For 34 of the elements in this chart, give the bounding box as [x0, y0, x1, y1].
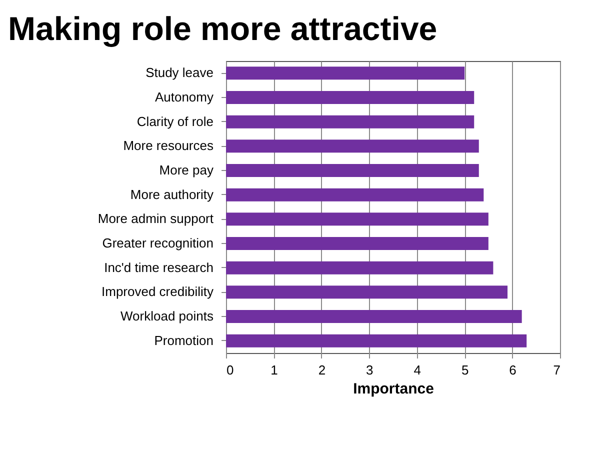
- y-tick-label: More pay: [159, 162, 214, 178]
- x-tick-label: 7: [553, 362, 560, 378]
- y-tick-label: Promotion: [154, 332, 214, 348]
- bar: [226, 310, 522, 323]
- x-tick-label: 6: [509, 362, 516, 378]
- y-tick-label: Improved credibility: [102, 284, 214, 300]
- x-tick-label: 2: [318, 362, 326, 378]
- bar: [226, 140, 479, 153]
- y-tick-label: Clarity of role: [136, 114, 214, 129]
- chart-title: Making role more attractive: [8, 10, 438, 47]
- x-tick-label: 3: [366, 362, 374, 378]
- bar: [226, 164, 479, 177]
- y-tick-label: More admin support: [98, 211, 214, 226]
- y-tick-label: More authority: [130, 186, 214, 202]
- bar: [226, 91, 474, 104]
- y-tick-label: Workload points: [120, 308, 214, 324]
- bar: [226, 261, 494, 274]
- y-tick-label: Greater recognition: [102, 236, 214, 250]
- y-tick-label: Study leave: [146, 65, 214, 80]
- x-tick-label: 4: [414, 362, 421, 378]
- bar: [226, 237, 488, 250]
- bar: [226, 212, 488, 226]
- x-axis-title: Importance: [353, 380, 434, 398]
- bar: [226, 66, 465, 80]
- bar: [226, 334, 527, 348]
- x-tick-label: 1: [270, 362, 278, 378]
- x-tick-label: 0: [226, 362, 234, 378]
- x-tick-label: 5: [461, 362, 469, 378]
- bar: [226, 286, 508, 299]
- y-tick-label: Autonomy: [154, 90, 214, 104]
- y-tick-label: More resources: [123, 138, 214, 154]
- bar: [226, 188, 484, 202]
- bar: [226, 115, 474, 128]
- y-tick-label: Inc'd time research: [104, 260, 214, 275]
